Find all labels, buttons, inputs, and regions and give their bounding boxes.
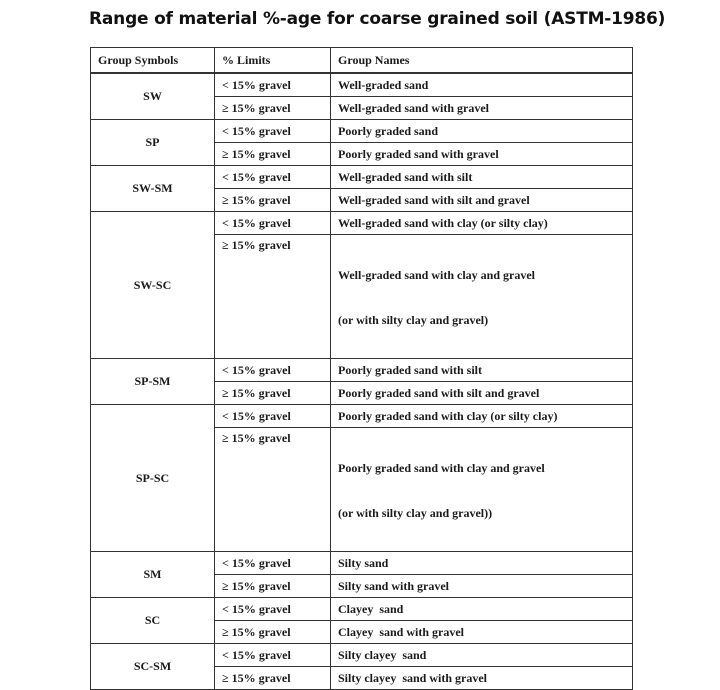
group-name-cell: Poorly graded sand with clay and gravel … [330, 427, 633, 552]
limit-cell: ≥ 15% gravel [214, 574, 331, 598]
group-name-line1: Poorly graded sand with clay and gravel [338, 461, 545, 475]
group-symbol: SP-SC [90, 404, 215, 552]
group-name-cell: Silty clayey sand [330, 643, 633, 667]
group-name-cell: Silty sand with gravel [330, 574, 633, 598]
limit-cell: ≥ 15% gravel [214, 142, 331, 166]
limit-cell: < 15% gravel [214, 597, 331, 621]
limit-cell: < 15% gravel [214, 72, 331, 97]
limit-cell: < 15% gravel [214, 211, 331, 235]
table-header-row: Group Symbols % Limits Group Names [90, 47, 633, 74]
group-name-cell: Well-graded sand with silt and gravel [330, 188, 633, 212]
group-symbol: SW-SM [90, 165, 215, 212]
group-symbol: SP [90, 119, 215, 166]
limit-cell: < 15% gravel [214, 165, 331, 189]
table-row: SW < 15% gravel Well-graded sand [90, 72, 633, 120]
table-row: SP-SM < 15% gravel Poorly graded sand wi… [90, 358, 633, 405]
group-name-cell: Well-graded sand with gravel [330, 96, 633, 120]
group-symbol: SC [90, 597, 215, 644]
limit-cell: < 15% gravel [214, 643, 331, 667]
table-row: SM < 15% gravel Silty sand [90, 551, 633, 598]
group-name-cell: Poorly graded sand [330, 119, 633, 143]
limit-cell: < 15% gravel [214, 358, 331, 382]
table-row: ≥ 15% gravel Well-graded sand with silt … [91, 188, 633, 212]
group-symbol: SW-SC [90, 211, 215, 359]
table-row: SC-SM < 15% gravel Silty clayey sand [90, 643, 633, 690]
group-name-cell: Well-graded sand [330, 72, 633, 97]
table-row: SC < 15% gravel Clayey sand [90, 597, 633, 644]
header-group-names: Group Names [330, 47, 633, 74]
table-row: ≥ 15% gravel Poorly graded sand with cla… [91, 427, 633, 552]
group-name-cell: Poorly graded sand with gravel [330, 142, 633, 166]
limit-cell: ≥ 15% gravel [214, 188, 331, 212]
limit-cell: ≥ 15% gravel [214, 96, 331, 120]
limit-cell: < 15% gravel [214, 551, 331, 575]
page-title: Range of material %-age for coarse grain… [89, 9, 666, 29]
group-symbol: SP-SM [90, 358, 215, 405]
group-name-cell: Well-graded sand with clay and gravel (o… [330, 234, 633, 359]
limit-cell: < 15% gravel [214, 119, 331, 143]
table-row: SP-SC < 15% gravel Poorly graded sand wi… [90, 404, 633, 552]
table-row: ≥ 15% gravel Poorly graded sand with sil… [91, 381, 633, 405]
table-row: ≥ 15% gravel Well-graded sand with grave… [91, 96, 633, 120]
group-name-line2: (or with silty clay and gravel) [338, 313, 489, 327]
table-row: SW-SM < 15% gravel Well-graded sand with… [90, 165, 633, 212]
group-name-cell: Poorly graded sand with clay (or silty c… [330, 404, 633, 428]
table-row: ≥ 15% gravel Well-graded sand with clay … [91, 234, 633, 359]
table-row: SW-SC < 15% gravel Well-graded sand with… [90, 211, 633, 359]
group-name-cell: Clayey sand [330, 597, 633, 621]
table-row: ≥ 15% gravel Poorly graded sand with gra… [91, 142, 633, 166]
limit-cell: ≥ 15% gravel [214, 620, 331, 644]
group-symbol: SC-SM [90, 643, 215, 690]
group-name-cell: Well-graded sand with silt [330, 165, 633, 189]
group-name-line1: Well-graded sand with clay and gravel [338, 268, 536, 282]
limit-cell: ≥ 15% gravel [214, 381, 331, 405]
group-symbol: SW [90, 72, 215, 120]
limit-cell: ≥ 15% gravel [214, 234, 331, 359]
header-limits: % Limits [214, 47, 331, 74]
group-name-cell: Silty clayey sand with gravel [330, 666, 633, 690]
group-name-cell: Poorly graded sand with silt and gravel [330, 381, 633, 405]
table-row: SP < 15% gravel Poorly graded sand [90, 119, 633, 166]
limit-cell: < 15% gravel [214, 404, 331, 428]
limit-cell: ≥ 15% gravel [214, 427, 331, 552]
soil-classification-table: Group Symbols % Limits Group Names SW < … [90, 47, 633, 690]
group-symbol: SM [90, 551, 215, 598]
group-name-cell: Clayey sand with gravel [330, 620, 633, 644]
group-name-cell: Silty sand [330, 551, 633, 575]
group-name-cell: Well-graded sand with clay (or silty cla… [330, 211, 633, 235]
header-group-symbols: Group Symbols [90, 47, 215, 74]
group-name-line2: (or with silty clay and gravel)) [338, 506, 493, 520]
group-name-cell: Poorly graded sand with silt [330, 358, 633, 382]
limit-cell: ≥ 15% gravel [214, 666, 331, 690]
